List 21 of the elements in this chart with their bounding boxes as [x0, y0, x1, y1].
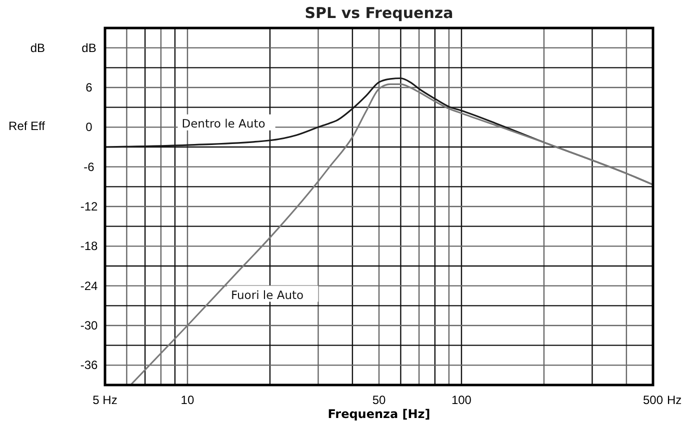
y-tick-label: 6	[86, 80, 93, 94]
y-tick-label: -30	[80, 318, 98, 332]
chart-title: SPL vs Frequenza	[304, 4, 454, 22]
x-tick-label: 100	[451, 393, 472, 407]
y-axis-title: dB	[30, 40, 45, 55]
text: Ref Eff	[8, 119, 46, 134]
y-tick-label: -36	[80, 358, 98, 372]
series-label: Fuori le Auto	[231, 288, 304, 302]
text: Hz	[667, 393, 682, 407]
y-tick-label: -12	[80, 200, 98, 214]
x-tick-label: 10	[180, 393, 194, 407]
x-axis-title: Frequenza [Hz]	[328, 407, 430, 421]
series-label: Dentro le Auto	[182, 116, 266, 130]
y-tick-label: -6	[84, 160, 95, 174]
y-tick-label: 0	[86, 120, 93, 134]
x-tick-label: 50	[372, 393, 386, 407]
y-tick-label: -24	[80, 278, 98, 293]
y-tick-label: -18	[80, 239, 98, 254]
y-tick-label: dB	[82, 40, 96, 55]
x-tick-label: 5 Hz	[92, 393, 118, 407]
x-tick-label: 500	[642, 393, 664, 407]
